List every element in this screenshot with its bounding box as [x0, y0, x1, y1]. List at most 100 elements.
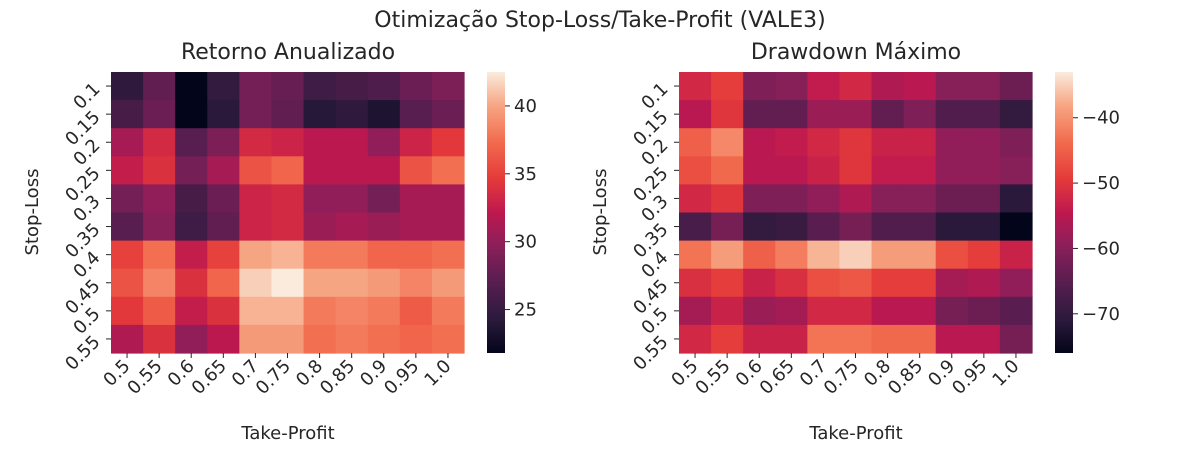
heatmap-cell: [367, 100, 401, 129]
heatmap-cell: [175, 72, 208, 101]
heatmap-cell: [839, 128, 873, 157]
x-tick-label: 0.55: [123, 356, 166, 399]
heatmap-cell: [999, 240, 1033, 270]
colorbar-tick-label: 40: [514, 96, 537, 117]
heatmap-cell: [775, 72, 808, 101]
heatmap-cell: [207, 156, 240, 185]
heatmap-cell: [967, 212, 1001, 242]
heatmap-cell: [399, 324, 433, 354]
x-tick-label: 0.75: [820, 356, 863, 399]
heatmap-cell: [839, 296, 873, 326]
x-tick-labels: 0.50.550.60.650.70.750.80.850.90.951.0: [99, 353, 455, 399]
heatmap-cell: [175, 156, 208, 185]
x-tick-label: 0.65: [756, 356, 799, 399]
heatmap-cell: [431, 240, 465, 270]
heatmap-cell: [935, 100, 969, 129]
heatmap-cell: [775, 100, 808, 129]
heatmap-cell: [903, 128, 937, 157]
heatmap-cell: [367, 156, 401, 185]
heatmap-cell: [175, 240, 208, 270]
heatmap-cell: [303, 128, 337, 157]
heatmap-cells: [679, 72, 1033, 354]
heatmap-cell: [271, 268, 305, 298]
heatmap-cell: [431, 100, 465, 129]
x-axis-label: Take-Profit: [808, 423, 902, 444]
heatmap-cell: [335, 100, 369, 129]
heatmap-cell: [711, 128, 744, 157]
heatmap-cell: [239, 240, 273, 270]
heatmap-cell: [111, 156, 144, 185]
heatmap-cell: [999, 184, 1033, 214]
heatmap-cell: [111, 212, 144, 242]
heatmap-cell: [807, 240, 841, 270]
heatmap-cell: [111, 296, 144, 326]
heatmap-cell: [711, 268, 744, 298]
heatmap-cell: [711, 324, 744, 354]
heatmap-cell: [775, 128, 808, 157]
heatmap-cell: [367, 324, 401, 354]
x-tick-label: 0.75: [252, 356, 295, 399]
heatmap-cell: [807, 296, 841, 326]
heatmap-cell: [775, 296, 808, 326]
heatmap-cell: [967, 324, 1001, 354]
heatmap-cell: [743, 240, 776, 270]
heatmap-cell: [143, 128, 176, 157]
heatmap-cell: [711, 72, 744, 101]
y-tick-label: 0.55: [61, 332, 104, 375]
heatmap-cell: [399, 128, 433, 157]
y-tick-label: 0.55: [629, 332, 672, 375]
heatmap-cell: [143, 156, 176, 185]
heatmap-cell: [303, 156, 337, 185]
heatmap-cell: [935, 212, 969, 242]
heatmap-cell: [143, 240, 176, 270]
heatmap-cell: [367, 128, 401, 157]
heatmap-cell: [967, 128, 1001, 157]
heatmap-cell: [303, 296, 337, 326]
heatmap-cell: [871, 212, 905, 242]
heatmap-cell: [807, 212, 841, 242]
heatmap-cell: [239, 156, 273, 185]
heatmap-cell: [839, 324, 873, 354]
heatmap-cell: [967, 296, 1001, 326]
heatmap-cell: [935, 128, 969, 157]
heatmap-cell: [711, 156, 744, 185]
heatmap-cell: [367, 296, 401, 326]
heatmap-cell: [399, 296, 433, 326]
heatmap-cell: [871, 72, 905, 101]
heatmap-cell: [871, 296, 905, 326]
heatmap-cell: [903, 156, 937, 185]
heatmap-cell: [175, 184, 208, 214]
heatmap-cell: [111, 240, 144, 270]
heatmap-cell: [807, 128, 841, 157]
heatmap-cell: [903, 268, 937, 298]
heatmap-cell: [239, 268, 273, 298]
heatmap-cell: [303, 100, 337, 129]
heatmap-cell: [807, 324, 841, 354]
heatmap-cell: [743, 324, 776, 354]
heatmap-cell: [871, 240, 905, 270]
heatmap-cell: [903, 72, 937, 101]
heatmap-cell: [431, 72, 465, 101]
heatmap-cell: [967, 100, 1001, 129]
figure-title: Otimização Stop-Loss/Take-Profit (VALE3): [374, 8, 825, 33]
heatmap-cell: [935, 296, 969, 326]
heatmap-cell: [303, 324, 337, 354]
x-axis-label: Take-Profit: [240, 423, 334, 444]
y-tick-labels: 0.10.150.20.250.30.350.40.450.50.55: [629, 79, 679, 375]
heatmap-cell: [143, 268, 176, 298]
heatmap-cell: [367, 184, 401, 214]
heatmap-cell: [711, 240, 744, 270]
heatmap-cell: [111, 72, 144, 101]
heatmap-cells: [111, 72, 465, 354]
heatmap-cell: [839, 268, 873, 298]
colorbar-ticks: 25 30 35 40: [505, 96, 537, 321]
heatmap-cell: [271, 72, 305, 101]
colorbar-tick-label: 30: [514, 232, 537, 253]
heatmap-cell: [935, 72, 969, 101]
heatmap-cell: [335, 72, 369, 101]
colorbar-gradient: [1055, 72, 1073, 353]
heatmap-cell: [711, 212, 744, 242]
heatmap-cell: [711, 100, 744, 129]
heatmap-cell: [967, 184, 1001, 214]
